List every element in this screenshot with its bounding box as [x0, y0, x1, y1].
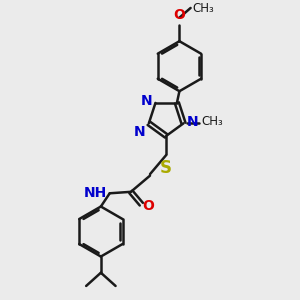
Text: CH₃: CH₃	[193, 2, 214, 15]
Text: S: S	[160, 159, 172, 177]
Text: CH₃: CH₃	[202, 116, 224, 128]
Text: NH: NH	[83, 186, 107, 200]
Text: O: O	[142, 199, 154, 212]
Text: N: N	[187, 115, 198, 129]
Text: N: N	[134, 125, 145, 139]
Text: O: O	[173, 8, 185, 22]
Text: N: N	[141, 94, 152, 109]
